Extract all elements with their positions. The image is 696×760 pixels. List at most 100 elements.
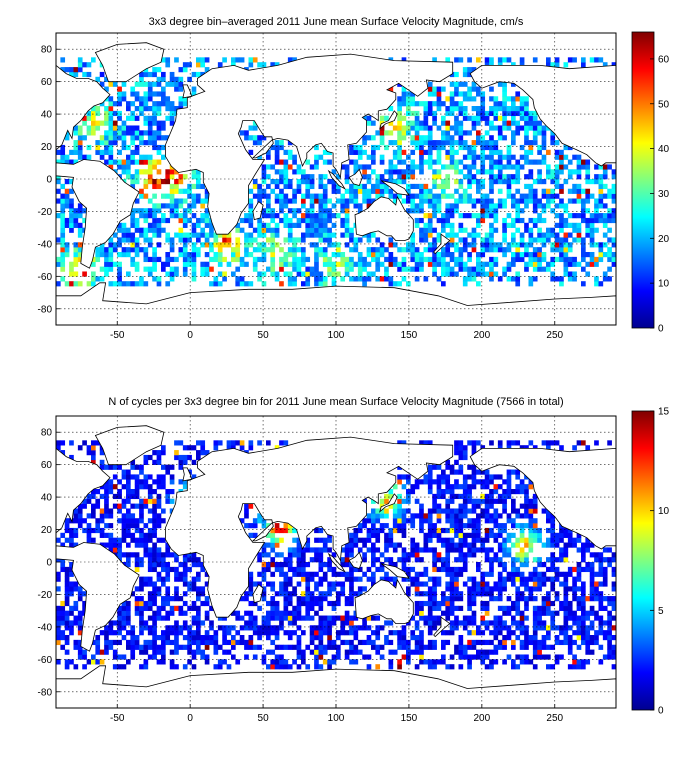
heatmap-cell (161, 213, 166, 219)
heatmap-cell (152, 266, 157, 272)
heatmap-cell (327, 208, 332, 214)
heatmap-cell (200, 440, 206, 446)
heatmap-cell (270, 537, 276, 543)
heatmap-cell (436, 557, 442, 563)
heatmap-cell (301, 237, 306, 243)
heatmap-cell (305, 586, 311, 592)
heatmap-cell (314, 266, 319, 272)
heatmap-cell (594, 227, 599, 233)
heatmap-cell (462, 513, 468, 519)
heatmap-cell (519, 217, 525, 224)
heatmap-cell (204, 232, 210, 238)
heatmap-cell (108, 120, 114, 126)
heatmap-cell (427, 86, 433, 92)
heatmap-cell (436, 144, 442, 151)
heatmap-cell (519, 571, 525, 577)
heatmap-cell (318, 276, 324, 282)
heatmap-cell (524, 498, 529, 504)
heatmap-cell (156, 454, 162, 461)
heatmap-cell (388, 130, 394, 136)
heatmap-cell (279, 620, 284, 626)
heatmap-cell (532, 217, 538, 224)
heatmap-cell (235, 256, 241, 263)
heatmap-cell (471, 474, 477, 480)
heatmap-cell (64, 639, 70, 646)
heatmap-cell (69, 440, 74, 446)
heatmap-cell (384, 493, 389, 500)
heatmap-cell (546, 440, 551, 446)
heatmap-cell (156, 144, 162, 151)
heatmap-cell (432, 227, 437, 233)
heatmap-cell (546, 542, 551, 548)
heatmap-cell (126, 101, 131, 107)
heatmap-cell (467, 252, 472, 258)
heatmap-cell (532, 537, 538, 543)
heatmap-cell (353, 566, 359, 573)
heatmap-cell (546, 654, 551, 660)
heatmap-cell (506, 630, 512, 636)
heatmap-cell (130, 174, 136, 180)
heatmap-cell (546, 527, 551, 534)
heatmap-cell (344, 557, 350, 563)
heatmap-cell (497, 630, 503, 636)
heatmap-cell (554, 203, 560, 209)
heatmap-cell (314, 271, 319, 277)
heatmap-cell (362, 261, 367, 267)
heatmap-cell (139, 557, 144, 563)
heatmap-cell (152, 615, 157, 621)
heatmap-cell (458, 101, 464, 107)
heatmap-cell (95, 256, 101, 263)
heatmap-cell (266, 615, 271, 621)
heatmap-cell (95, 125, 101, 131)
heatmap-cell (458, 159, 464, 165)
heatmap-cell (292, 605, 297, 611)
heatmap-cell (182, 644, 188, 650)
heatmap-cell (318, 552, 324, 558)
heatmap-cell (392, 193, 398, 199)
heatmap-cell (244, 513, 249, 519)
heatmap-cell (73, 615, 79, 621)
heatmap-cell (77, 149, 83, 155)
heatmap-cell (589, 256, 595, 263)
heatmap-cell (594, 581, 599, 587)
heatmap-cell (419, 203, 424, 209)
heatmap-cell (112, 140, 118, 146)
heatmap-cell (204, 193, 210, 199)
heatmap-cell (589, 542, 595, 548)
heatmap-cell (445, 459, 451, 465)
heatmap-cell (449, 252, 455, 258)
x-tick-label: 150 (401, 713, 418, 724)
heatmap-cell (585, 445, 591, 451)
heatmap-cell (134, 149, 140, 155)
heatmap-cell (572, 630, 577, 636)
heatmap-cell (200, 62, 206, 68)
heatmap-cell (388, 557, 394, 563)
heatmap-cell (349, 639, 354, 646)
heatmap-cell (126, 237, 131, 243)
heatmap-cell (143, 266, 149, 272)
landmass (165, 436, 454, 618)
heatmap-cell (476, 527, 481, 534)
heatmap-cell (344, 630, 350, 636)
heatmap-cell (309, 203, 315, 209)
heatmap-cell (64, 135, 70, 141)
heatmap-cell (143, 169, 149, 175)
heatmap-cell (283, 164, 289, 170)
heatmap-cell (493, 179, 499, 185)
heatmap-cell (576, 615, 582, 621)
heatmap-cell (287, 664, 293, 670)
heatmap-cell (506, 576, 512, 582)
heatmap-cell (550, 232, 556, 238)
heatmap-cell (340, 591, 346, 597)
heatmap-cell (344, 203, 350, 209)
heatmap-cell (248, 581, 254, 587)
heatmap-cell (458, 557, 464, 563)
heatmap-cell (506, 474, 512, 480)
heatmap-cell (546, 664, 551, 670)
heatmap-cell (69, 261, 74, 267)
heatmap-cell (274, 62, 280, 68)
heatmap-cell (187, 644, 192, 650)
heatmap-cell (419, 479, 424, 485)
heatmap-cell (108, 252, 114, 258)
heatmap-cell (344, 552, 350, 558)
